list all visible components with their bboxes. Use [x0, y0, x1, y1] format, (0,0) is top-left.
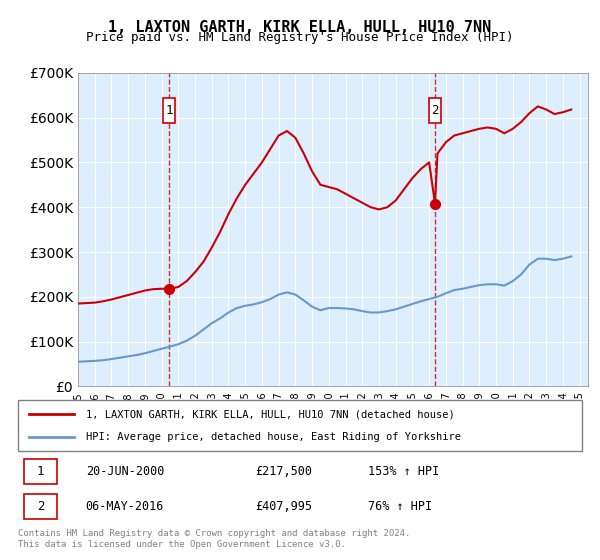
Text: 1: 1 — [37, 465, 44, 478]
Text: 1: 1 — [166, 104, 173, 117]
FancyBboxPatch shape — [18, 400, 582, 451]
FancyBboxPatch shape — [23, 459, 58, 484]
Text: Contains HM Land Registry data © Crown copyright and database right 2024.
This d: Contains HM Land Registry data © Crown c… — [18, 529, 410, 549]
Text: 20-JUN-2000: 20-JUN-2000 — [86, 465, 164, 478]
Text: 76% ↑ HPI: 76% ↑ HPI — [368, 500, 432, 514]
Text: £217,500: £217,500 — [255, 465, 312, 478]
Text: 1, LAXTON GARTH, KIRK ELLA, HULL, HU10 7NN: 1, LAXTON GARTH, KIRK ELLA, HULL, HU10 7… — [109, 20, 491, 35]
Text: 1, LAXTON GARTH, KIRK ELLA, HULL, HU10 7NN (detached house): 1, LAXTON GARTH, KIRK ELLA, HULL, HU10 7… — [86, 409, 454, 419]
FancyBboxPatch shape — [163, 98, 175, 123]
Text: HPI: Average price, detached house, East Riding of Yorkshire: HPI: Average price, detached house, East… — [86, 432, 461, 442]
Text: 2: 2 — [431, 104, 439, 117]
Text: 153% ↑ HPI: 153% ↑ HPI — [368, 465, 439, 478]
FancyBboxPatch shape — [23, 494, 58, 520]
Text: 2: 2 — [37, 500, 44, 514]
Text: 06-MAY-2016: 06-MAY-2016 — [86, 500, 164, 514]
FancyBboxPatch shape — [429, 98, 441, 123]
Text: £407,995: £407,995 — [255, 500, 312, 514]
Text: Price paid vs. HM Land Registry's House Price Index (HPI): Price paid vs. HM Land Registry's House … — [86, 31, 514, 44]
